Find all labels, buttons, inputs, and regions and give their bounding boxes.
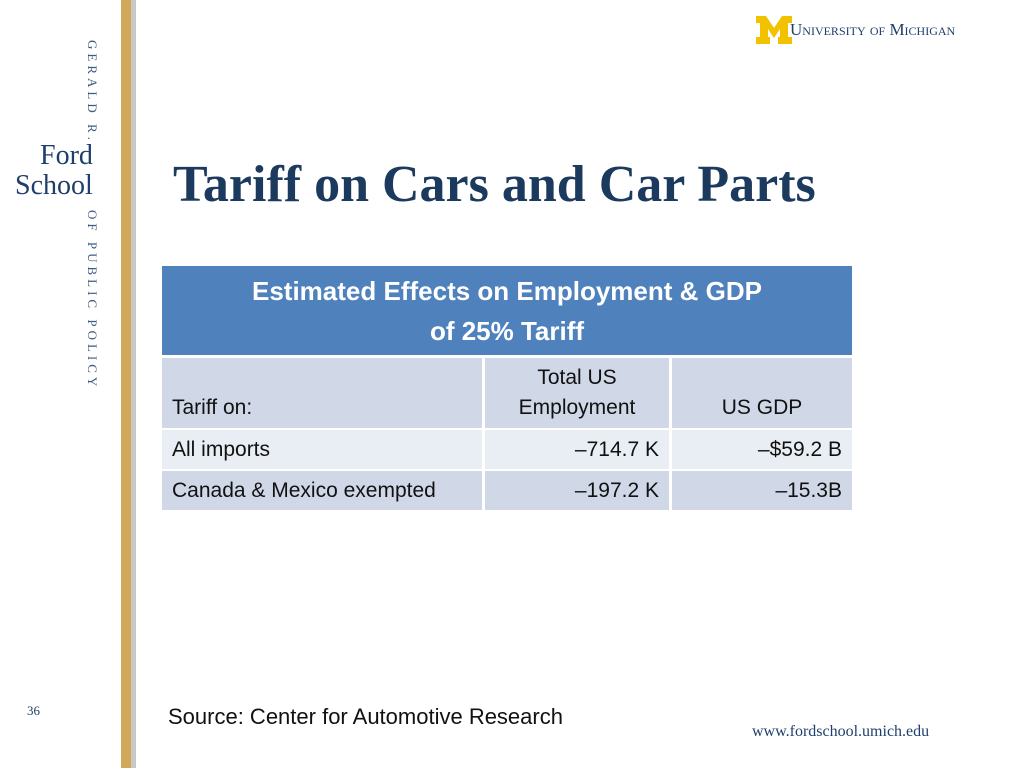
url: www.fordschool.umich.edu: [752, 723, 930, 740]
table-cell: –197.2 K: [485, 471, 669, 510]
ford: Ford: [40, 140, 93, 171]
university-name: University of Michigan: [790, 20, 956, 39]
table-cell: –15.3B: [672, 471, 852, 510]
table-caption: Estimated Effects on Employment & GDP of…: [162, 266, 852, 355]
slide-number: 36: [27, 703, 40, 718]
column-header: Total US Employment: [485, 358, 669, 428]
gold-bar: [121, 0, 131, 768]
table-cell: –$59.2 B: [672, 430, 852, 469]
column-header: Tariff on:: [162, 358, 482, 428]
gray-bar: [131, 0, 136, 768]
sidebar-line2: OF PUBLIC POLICY: [85, 210, 100, 391]
table-cell: All imports: [162, 430, 482, 469]
school: School: [15, 170, 93, 201]
source: Source: Center for Automotive Research: [168, 704, 563, 729]
column-header: US GDP: [672, 358, 852, 428]
table-cell: Canada & Mexico exempted: [162, 471, 482, 510]
table-cell: –714.7 K: [485, 430, 669, 469]
sidebar-line1: GERALD R.: [85, 40, 100, 144]
title: Tariff on Cars and Car Parts: [173, 156, 816, 213]
m-logo: [756, 16, 792, 44]
